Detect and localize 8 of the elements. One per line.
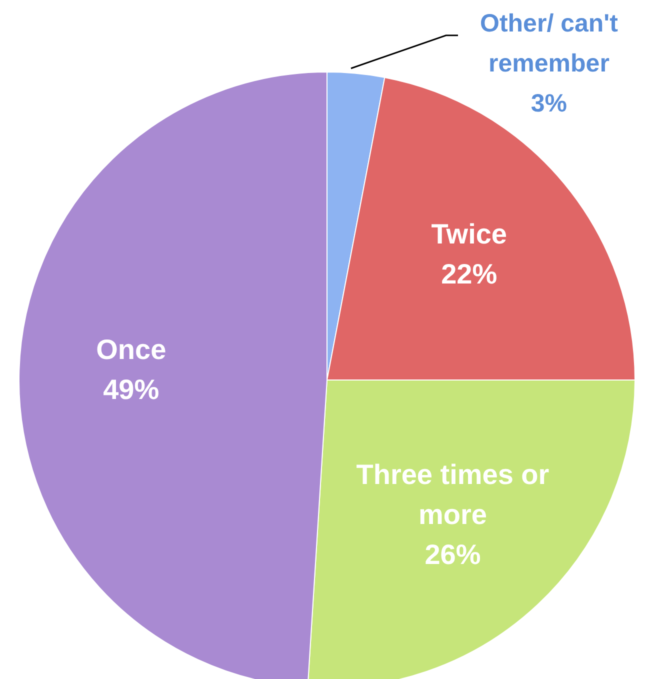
slice-label: Once [96, 334, 166, 365]
data-label: 49% [103, 374, 160, 405]
data-label: 22% [441, 258, 498, 290]
slice-label: Twice [431, 218, 508, 250]
slice-label: Other/ can't remember [480, 9, 619, 78]
slice-label: Three times or more [356, 459, 550, 530]
data-label: 3% [530, 89, 568, 118]
data-label: 26% [424, 539, 481, 570]
